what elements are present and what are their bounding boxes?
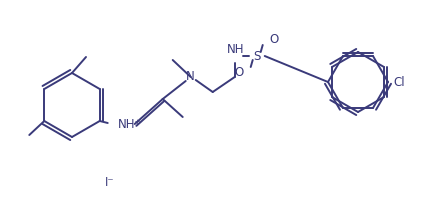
Text: S: S (253, 50, 260, 62)
Text: N: N (186, 70, 195, 84)
Text: Cl: Cl (393, 76, 405, 88)
Text: O: O (270, 32, 279, 46)
Text: I⁻: I⁻ (105, 176, 115, 188)
Text: NH⁺: NH⁺ (118, 118, 141, 130)
Text: O: O (235, 66, 244, 80)
Text: NH: NH (227, 43, 245, 56)
